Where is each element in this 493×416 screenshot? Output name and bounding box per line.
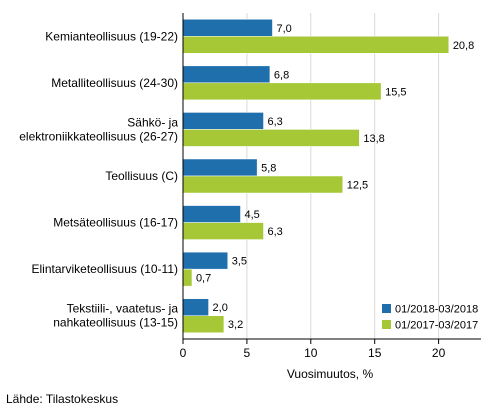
category-label: nahkateollisuus (13-15) xyxy=(53,316,178,330)
bar xyxy=(182,175,343,194)
data-label: 15,5 xyxy=(385,86,406,98)
x-axis: 0 5 10 15 20 Vuosimuutos, % xyxy=(180,13,481,381)
data-label: 7,0 xyxy=(276,23,291,35)
data-label: 2,0 xyxy=(213,302,228,314)
x-axis-title: Vuosimuutos, % xyxy=(287,367,374,381)
bar xyxy=(182,158,258,177)
x-tick-label: 15 xyxy=(368,346,382,360)
legend-label: 01/2017-03/2017 xyxy=(395,320,478,332)
category-label: Elintarviketeollisuus (10-11) xyxy=(31,262,178,276)
legend: 01/2018-03/2018 01/2017-03/2017 xyxy=(382,304,478,332)
category-label: Metsäteollisuus (16-17) xyxy=(53,216,178,230)
category-label: Sähkö- ja xyxy=(127,115,178,129)
x-tick-label: 10 xyxy=(304,346,318,360)
category-label: Tekstiili-, vaatetus- ja xyxy=(67,302,179,316)
x-tick-label: 5 xyxy=(244,346,251,360)
legend-swatch xyxy=(382,304,391,313)
category-label: Kemianteollisuus (19-22) xyxy=(45,29,178,43)
bar xyxy=(182,65,271,84)
legend-swatch xyxy=(382,320,391,329)
x-tick-label: 20 xyxy=(432,346,446,360)
bar xyxy=(182,36,450,54)
category-labels: Kemianteollisuus (19-22) Metalliteollisuu… xyxy=(19,29,178,329)
bar xyxy=(182,129,360,147)
bar xyxy=(182,298,209,316)
bar xyxy=(182,205,241,223)
bar xyxy=(182,268,193,287)
data-label: 0,7 xyxy=(196,273,211,285)
data-label: 20,8 xyxy=(453,40,474,52)
data-label: 4,5 xyxy=(245,209,260,221)
category-label: elektroniikkateollisuus (26-27) xyxy=(19,129,178,143)
bar xyxy=(182,222,264,240)
data-label: 3,5 xyxy=(232,256,247,268)
data-label: 6,3 xyxy=(268,226,283,238)
bar xyxy=(182,112,264,130)
bars xyxy=(182,19,450,333)
data-label: 6,8 xyxy=(274,69,289,81)
chart: 7,0 20,8 6,8 15,5 6,3 13,8 5,8 12,5 4,5 6,3 3,5 0,7… xyxy=(19,13,481,381)
bar xyxy=(182,315,225,333)
category-label: Teollisuus (C) xyxy=(105,169,178,183)
data-label: 12,5 xyxy=(347,180,368,192)
data-label: 3,2 xyxy=(228,319,243,331)
source-note: Lähde: Tilastokeskus xyxy=(6,392,119,406)
x-tick-label: 0 xyxy=(180,346,187,360)
bar xyxy=(182,19,273,37)
data-label: 5,8 xyxy=(261,163,276,175)
bar xyxy=(182,251,228,270)
data-labels: 7,0 20,8 6,8 15,5 6,3 13,8 5,8 12,5 4,5 6,3 3,5 0,7… xyxy=(196,23,474,331)
data-label: 13,8 xyxy=(363,133,384,145)
legend-label: 01/2018-03/2018 xyxy=(395,304,478,316)
category-label: Metalliteollisuus (24-30) xyxy=(51,76,178,90)
bar xyxy=(182,82,382,101)
data-label: 6,3 xyxy=(268,116,283,128)
